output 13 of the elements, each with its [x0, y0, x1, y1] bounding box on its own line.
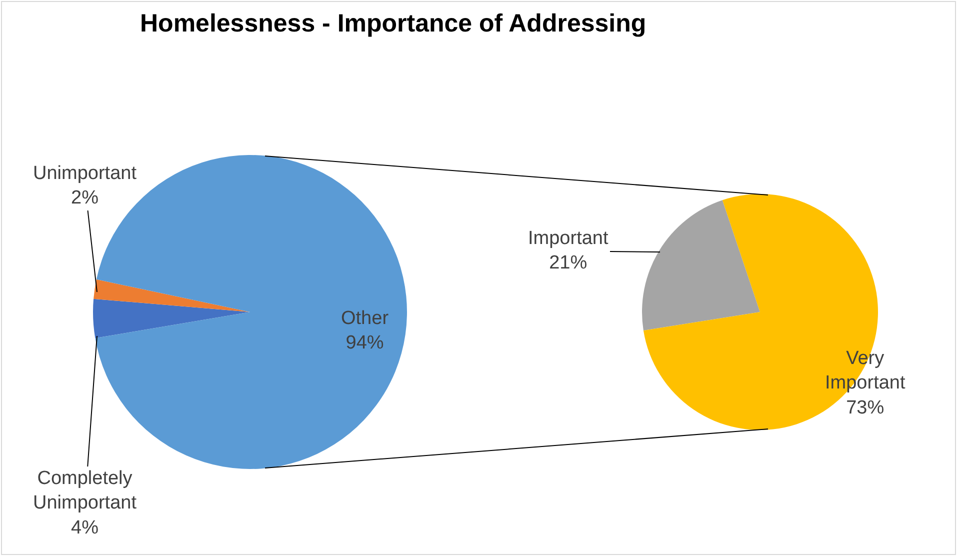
slice-label: Other [341, 308, 390, 329]
data-label: 73% [846, 397, 884, 418]
pie-slice [94, 279, 250, 312]
slice-label: Unimportant [33, 163, 138, 184]
data-label: 21% [549, 252, 588, 274]
data-label: 4% [71, 517, 99, 538]
data-label: 94% [346, 332, 384, 354]
data-label: 2% [71, 188, 99, 209]
slice-label: Important [528, 228, 609, 249]
pie-slice [642, 200, 760, 330]
pie-slice [93, 298, 250, 338]
chart-title: Homelessness - Importance of Addressing [140, 10, 646, 38]
slice-label: Completely Unimportant [33, 468, 138, 514]
